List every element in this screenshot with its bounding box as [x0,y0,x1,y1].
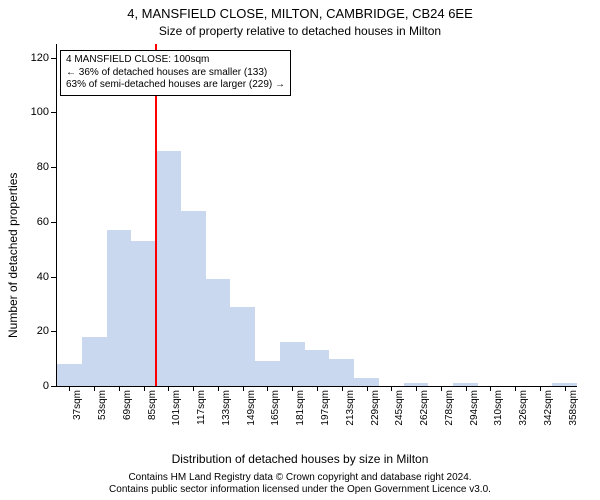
x-tick-label: 326sqm [518,390,529,426]
bar [255,361,281,386]
bar [131,241,157,386]
x-tick [267,386,268,391]
x-tick [466,386,467,391]
x-tick [243,386,244,391]
x-tick [540,386,541,391]
y-tick [51,167,57,168]
bar [107,230,133,386]
y-tick-label: 120 [31,52,49,64]
bar [329,359,355,386]
x-tick-label: 149sqm [246,390,257,426]
x-tick [342,386,343,391]
y-tick-label: 60 [37,216,49,228]
bar [57,364,83,386]
bar [305,350,331,386]
x-tick [69,386,70,391]
x-axis-label: Distribution of detached houses by size … [0,452,600,466]
credits-line1: Contains HM Land Registry data © Crown c… [128,472,471,483]
chart-subtitle: Size of property relative to detached ho… [0,24,600,38]
x-tick [292,386,293,391]
x-tick [193,386,194,391]
x-tick [367,386,368,391]
x-tick-label: 85sqm [147,390,158,420]
x-tick-label: 229sqm [370,390,381,426]
y-tick-label: 0 [43,380,49,392]
chart-title: 4, MANSFIELD CLOSE, MILTON, CAMBRIDGE, C… [0,6,600,21]
x-tick-label: 310sqm [493,390,504,426]
x-tick-label: 53sqm [97,390,108,420]
x-tick-label: 117sqm [196,390,207,425]
annotation-line3: 63% of semi-detached houses are larger (… [66,79,285,90]
annotation-box: 4 MANSFIELD CLOSE: 100sqm ← 36% of detach… [60,50,291,96]
x-tick [515,386,516,391]
y-tick [51,331,57,332]
y-tick [51,386,57,387]
x-tick [218,386,219,391]
x-tick [317,386,318,391]
y-tick [51,277,57,278]
x-tick-label: 294sqm [469,390,480,426]
chart-container: 4, MANSFIELD CLOSE, MILTON, CAMBRIDGE, C… [0,0,600,500]
y-tick [51,222,57,223]
bar [156,151,182,386]
annotation-line2: ← 36% of detached houses are smaller (13… [66,67,267,78]
bar [206,279,232,386]
credits-line2: Contains public sector information licen… [109,484,491,495]
credits: Contains HM Land Registry data © Crown c… [0,472,600,496]
x-tick-label: 101sqm [171,390,182,426]
bar [82,337,108,386]
y-tick-label: 20 [37,325,49,337]
y-tick-label: 80 [37,161,49,173]
x-tick [144,386,145,391]
y-tick [51,58,57,59]
y-tick [51,112,57,113]
bar [354,378,380,386]
annotation-line1: 4 MANSFIELD CLOSE: 100sqm [66,54,209,65]
x-tick [168,386,169,391]
x-tick-label: 37sqm [72,390,83,420]
x-tick [416,386,417,391]
bar [230,307,256,386]
y-axis-label: Number of detached properties [6,173,20,338]
x-tick [565,386,566,391]
x-tick [490,386,491,391]
x-tick [441,386,442,391]
x-tick-label: 358sqm [568,390,579,426]
x-tick [94,386,95,391]
x-tick-label: 278sqm [444,390,455,426]
bar [181,211,207,386]
x-tick-label: 69sqm [122,390,133,420]
x-tick-label: 262sqm [419,390,430,426]
x-tick-label: 133sqm [221,390,232,426]
x-tick [119,386,120,391]
y-tick-label: 40 [37,271,49,283]
y-tick-label: 100 [31,106,49,118]
x-tick-label: 197sqm [320,390,331,426]
x-tick-label: 342sqm [543,390,554,426]
x-tick-label: 181sqm [295,390,306,426]
x-tick-label: 213sqm [345,390,356,426]
x-tick [391,386,392,391]
x-tick-label: 165sqm [270,390,281,426]
x-tick-label: 245sqm [394,390,405,426]
bar [280,342,306,386]
